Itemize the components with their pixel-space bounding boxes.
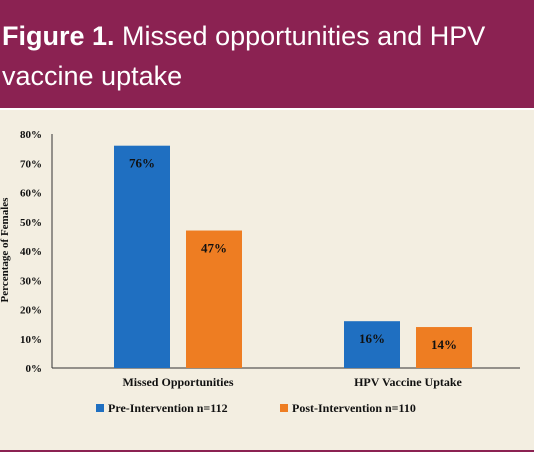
bar-value-label: 76% bbox=[129, 156, 155, 171]
y-tick-label: 60% bbox=[20, 188, 42, 200]
bar-chart: 0% 10% 20% 30% 40% 50% 60% 70% 80% Percentage of… bbox=[0, 129, 520, 415]
bar-value-label: 16% bbox=[359, 331, 385, 346]
bar bbox=[416, 327, 472, 368]
legend-label: Post-Intervention n=110 bbox=[292, 401, 416, 415]
legend-swatch bbox=[280, 404, 288, 412]
bar-value-label: 14% bbox=[431, 337, 457, 352]
y-tick-label: 40% bbox=[20, 246, 42, 258]
figure-caption: Missed opportunities and HPV vaccine upt… bbox=[2, 21, 486, 91]
y-tick-label: 70% bbox=[20, 158, 42, 170]
legend-label: Pre-Intervention n=112 bbox=[108, 401, 228, 415]
y-tick-label: 20% bbox=[20, 305, 42, 317]
y-axis-label: Percentage of Females bbox=[0, 197, 11, 303]
bar bbox=[114, 145, 170, 368]
y-tick-label: 80% bbox=[20, 129, 42, 141]
x-tick-label: Missed Opportunities bbox=[122, 375, 233, 389]
bar-value-label: 47% bbox=[201, 241, 227, 256]
bar bbox=[344, 321, 400, 368]
figure-header: Figure 1. Missed opportunities and HPV v… bbox=[0, 0, 534, 108]
y-tick-label: 30% bbox=[20, 275, 42, 287]
y-tick-label: 10% bbox=[20, 334, 42, 346]
chart-panel: 0% 10% 20% 30% 40% 50% 60% 70% 80% Percentage of… bbox=[0, 110, 534, 450]
x-tick-label: HPV Vaccine Uptake bbox=[354, 375, 462, 389]
y-tick-label: 50% bbox=[20, 217, 42, 229]
y-tick-label: 0% bbox=[26, 363, 43, 375]
bar bbox=[186, 230, 242, 368]
figure-label: Figure 1. bbox=[2, 21, 115, 51]
legend-swatch bbox=[96, 404, 104, 412]
panel-bottom-border bbox=[0, 450, 534, 452]
figure-title: Figure 1. Missed opportunities and HPV v… bbox=[2, 16, 530, 96]
